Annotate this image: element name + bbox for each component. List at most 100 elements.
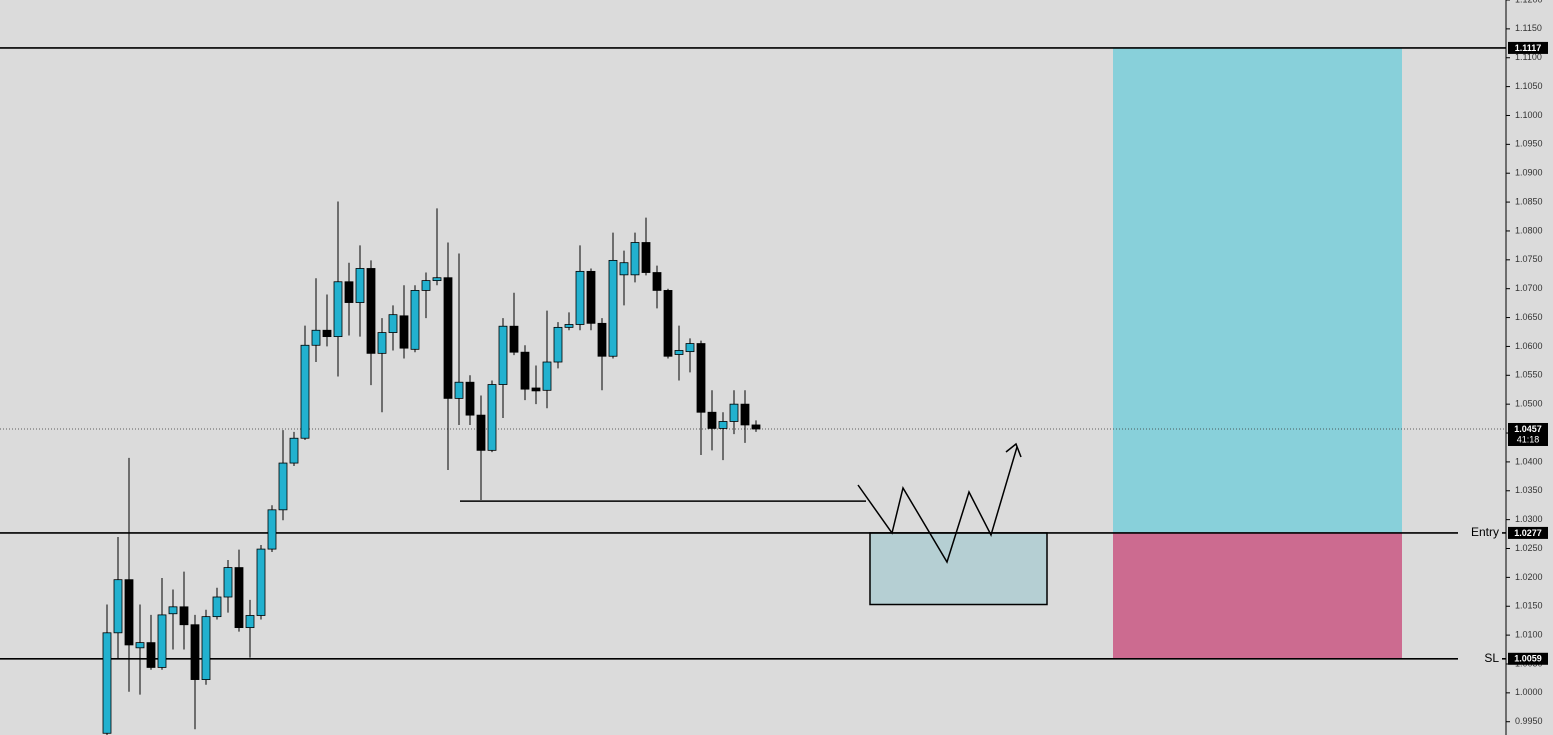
price-label: 1.0059 xyxy=(1514,654,1542,664)
projection-arrowhead xyxy=(1005,442,1022,458)
level-name: SL xyxy=(1484,651,1499,665)
candle-body xyxy=(135,642,145,649)
candle-body xyxy=(344,281,354,303)
candle-body xyxy=(223,567,233,598)
candle-body xyxy=(256,548,266,616)
level-name: Entry xyxy=(1471,525,1499,539)
candle-body xyxy=(641,242,651,273)
countdown-label: 41:18 xyxy=(1517,434,1540,444)
last-price-label: 1.0457 xyxy=(1514,424,1542,434)
y-tick-label: 1.0900 xyxy=(1515,168,1543,178)
candle-body xyxy=(619,262,629,276)
y-tick-label: 1.0850 xyxy=(1515,196,1543,206)
candle-body xyxy=(399,315,409,349)
candle-body xyxy=(663,290,673,357)
candle-body xyxy=(718,421,728,429)
candle-body xyxy=(498,325,508,385)
candle-body xyxy=(630,242,640,276)
candle-body xyxy=(520,351,530,390)
y-tick-label: 1.1150 xyxy=(1515,23,1542,33)
candle-body xyxy=(586,270,596,324)
y-tick-label: 1.0350 xyxy=(1515,485,1543,495)
candle-body xyxy=(454,381,464,399)
candle-body xyxy=(157,614,167,668)
y-tick-label: 1.1000 xyxy=(1515,110,1543,120)
candle-body xyxy=(168,606,178,615)
candle-body xyxy=(476,414,486,451)
candle-body xyxy=(388,314,398,333)
candle-body xyxy=(487,384,497,451)
y-tick-label: 0.9950 xyxy=(1515,716,1543,726)
candle-body xyxy=(674,350,684,355)
target-box xyxy=(1113,47,1402,533)
y-tick-label: 1.0750 xyxy=(1515,254,1543,264)
price-label-box xyxy=(1508,526,1548,539)
projection-path xyxy=(857,446,1018,564)
price-label: 1.1117 xyxy=(1515,43,1542,53)
candle-body xyxy=(597,322,607,357)
candle-body xyxy=(707,411,717,429)
candle-body xyxy=(311,329,321,346)
candle-body xyxy=(729,403,739,422)
y-tick-label: 1.0000 xyxy=(1515,687,1543,697)
candle-body xyxy=(443,277,453,399)
candle-body xyxy=(432,277,442,282)
last-price-box xyxy=(1508,422,1548,446)
candles xyxy=(102,201,761,735)
y-tick-label: 1.0250 xyxy=(1515,543,1543,553)
candle-body xyxy=(267,509,277,550)
candle-body xyxy=(608,259,618,357)
price-label-box xyxy=(1508,652,1548,665)
candle-body xyxy=(410,290,420,350)
y-tick-label: 1.0650 xyxy=(1515,312,1543,322)
y-tick-label: 1.1200 xyxy=(1515,0,1543,4)
y-tick-label: 1.0300 xyxy=(1515,514,1543,524)
candle-body xyxy=(278,462,288,511)
y-tick-label: 1.0150 xyxy=(1515,601,1543,611)
candle-body xyxy=(355,268,365,303)
candle-body xyxy=(113,579,123,634)
candle-body xyxy=(377,332,387,354)
candle-body xyxy=(333,281,343,338)
lines xyxy=(0,47,1506,660)
candle-body xyxy=(751,424,761,430)
y-tick-label: 1.0200 xyxy=(1515,572,1543,582)
candle-body xyxy=(696,343,706,413)
candle-body xyxy=(564,324,574,328)
y-tick-label: 1.1050 xyxy=(1515,81,1543,91)
candle-body xyxy=(322,329,332,338)
y-tick-label: 1.0100 xyxy=(1515,629,1543,639)
y-tick-label: 1.0600 xyxy=(1515,341,1543,351)
price-label: 1.0277 xyxy=(1514,528,1542,538)
candle-body xyxy=(245,615,255,629)
candle-body xyxy=(740,403,750,426)
y-tick-label: 1.0550 xyxy=(1515,370,1543,380)
y-tick-label: 1.0400 xyxy=(1515,456,1543,466)
y-tick-label: 1.1100 xyxy=(1515,52,1542,62)
candle-body xyxy=(685,343,695,353)
candle-body xyxy=(652,272,662,291)
candle-body xyxy=(102,632,112,734)
candle-body xyxy=(575,270,585,325)
candle-body xyxy=(124,579,134,646)
y-tick-label: 1.0800 xyxy=(1515,225,1543,235)
candle-body xyxy=(300,344,310,439)
price-label-box xyxy=(1508,41,1548,54)
candle-body xyxy=(190,624,200,680)
candle-body xyxy=(289,437,299,464)
candle-body xyxy=(553,326,563,363)
candle-body xyxy=(201,616,211,680)
y-tick-label: 1.0950 xyxy=(1515,139,1543,149)
candle-body xyxy=(366,268,376,354)
candle-body xyxy=(509,325,519,353)
candle-body xyxy=(212,596,222,618)
candle-body xyxy=(421,280,431,291)
candle-body xyxy=(234,567,244,629)
demand-zone xyxy=(869,532,1048,606)
candle-body xyxy=(465,381,475,416)
candle-body xyxy=(542,361,552,391)
stop-box xyxy=(1113,532,1402,659)
candle-body xyxy=(146,642,156,668)
